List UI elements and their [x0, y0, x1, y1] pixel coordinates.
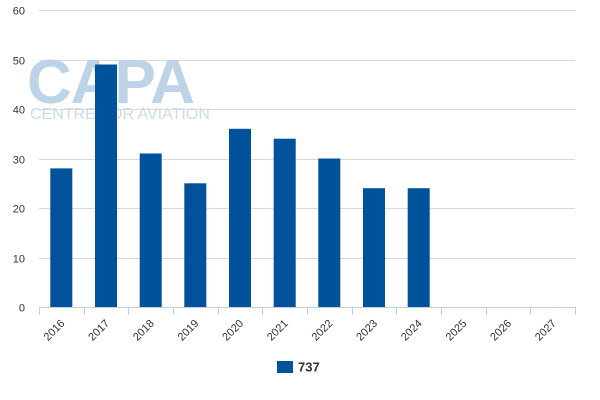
- bar[interactable]: [184, 183, 207, 308]
- x-tick-label: 2018: [131, 318, 157, 344]
- x-axis: [39, 307, 576, 315]
- y-tick-label: 0: [19, 303, 25, 315]
- bar[interactable]: [229, 128, 251, 307]
- y-axis-ticks: 0 10 20 30 40 50 60: [13, 6, 25, 315]
- x-tick-label: 2021: [265, 318, 291, 344]
- bar[interactable]: [139, 153, 162, 308]
- y-tick-label: 60: [13, 6, 25, 18]
- y-tick-label: 20: [13, 204, 25, 216]
- gridlines: [39, 10, 575, 259]
- x-tick-label: 2025: [444, 318, 470, 344]
- capa-watermark: CAPA CENTRE FOR AVIATION: [27, 48, 210, 123]
- legend-label: 737: [298, 360, 320, 375]
- bar[interactable]: [407, 188, 430, 307]
- x-tick-label: 2017: [86, 318, 112, 344]
- y-tick-label: 30: [13, 155, 25, 167]
- x-tick-label: 2027: [533, 318, 559, 344]
- x-tick-label: 2023: [354, 318, 380, 344]
- bar[interactable]: [318, 158, 341, 308]
- x-axis-ticks: 2016 2017 2018 2019 2020 2021 2022 2023 2024 2025…: [42, 318, 559, 344]
- bars: [50, 64, 430, 308]
- bar[interactable]: [273, 138, 296, 307]
- legend-swatch: [277, 361, 293, 373]
- x-tick-label: 2024: [399, 318, 425, 344]
- x-tick-label: 2026: [488, 318, 514, 344]
- watermark-sub: CENTRE FOR AVIATION: [30, 106, 210, 123]
- legend[interactable]: 737: [277, 360, 320, 375]
- bar[interactable]: [363, 188, 385, 307]
- bar[interactable]: [95, 64, 117, 308]
- y-tick-label: 50: [13, 56, 25, 68]
- y-tick-label: 40: [13, 105, 25, 117]
- y-tick-label: 10: [13, 254, 25, 266]
- x-tick-label: 2016: [42, 318, 68, 344]
- bar[interactable]: [50, 168, 73, 307]
- x-tick-label: 2022: [310, 318, 336, 344]
- x-tick-label: 2019: [176, 318, 202, 344]
- x-tick-label: 2020: [220, 318, 246, 344]
